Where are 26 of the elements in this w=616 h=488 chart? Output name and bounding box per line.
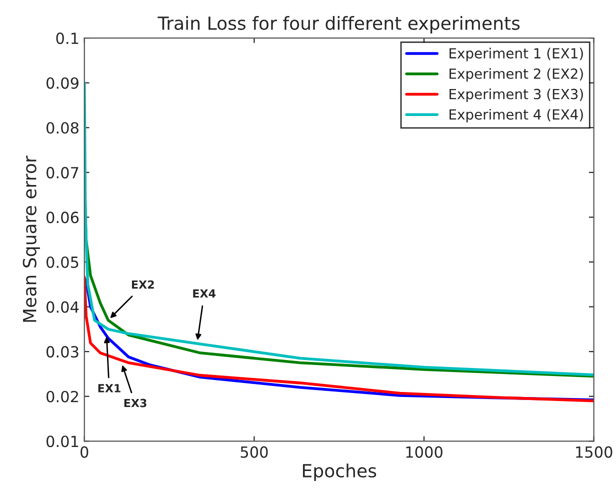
y-axis-title: Mean Square error [22,156,40,322]
chart-title: Train Loss for four different experiments [158,16,520,34]
y-tick-label: 0.04 [46,301,79,313]
annotation: EX1 [98,384,120,392]
annotation: EX2 [132,280,154,289]
x-tick-label: 1500 [576,446,612,458]
legend-label: Experiment 4 (EX4) [450,108,583,122]
y-tick-label: 0.01 [46,436,78,448]
x-tick-label: 500 [240,446,268,458]
x-tick-label: 1000 [406,446,442,458]
y-tick-label: 0.09 [46,77,78,89]
x-axis-title: Epoches [302,464,376,482]
y-tick-label: 0.03 [46,346,78,358]
legend-label: Experiment 3 (EX3) [450,88,583,102]
y-tick-label: 0.1 [56,32,78,44]
x-tick-label: 0 [80,446,88,458]
y-tick-label: 0.05 [46,256,78,268]
y-tick-label: 0.07 [46,166,78,178]
legend-label: Experiment 1 (EX1) [450,48,583,62]
annotation: EX4 [193,289,216,298]
legend-label: Experiment 2 (EX2) [450,68,583,82]
y-tick-label: 0.02 [46,390,78,402]
y-tick-label: 0.08 [46,122,78,134]
line-series [84,81,594,376]
annotation: EX3 [124,398,146,408]
y-tick-label: 0.06 [46,212,79,224]
